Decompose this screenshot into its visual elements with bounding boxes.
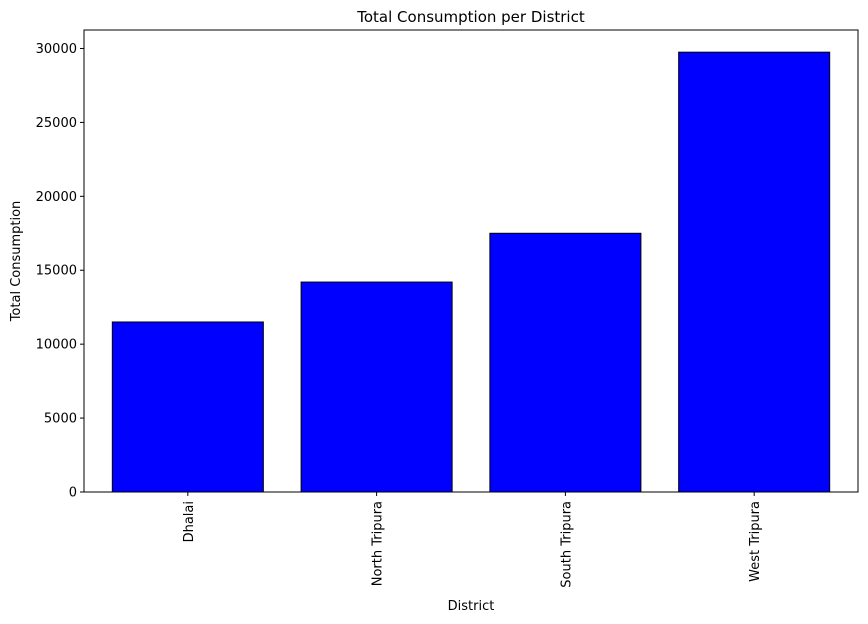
y-axis-ticks: 0 5000 10000 15000 20000 25000 30000 — [36, 42, 84, 501]
y-tick-label: 15000 — [36, 264, 77, 279]
plot-frame — [83, 29, 859, 493]
x-tick-label: Dhalai — [182, 501, 197, 542]
bar-south-tripura — [489, 232, 642, 493]
x-axis-label: District — [448, 599, 495, 614]
bar-north-tripura — [300, 281, 453, 493]
x-axis-ticks: Dhalai North Tripura South Tripura West Tri… — [182, 492, 763, 588]
bar-dhalai — [111, 321, 264, 493]
y-tick-label: 0 — [69, 486, 77, 501]
x-tick-label: South Tripura — [559, 501, 574, 588]
y-tick-label: 10000 — [36, 338, 77, 353]
bar-west-tripura — [678, 51, 831, 493]
y-tick-label: 30000 — [36, 42, 77, 57]
x-tick-label: North Tripura — [371, 501, 386, 586]
x-tick-label: West Tripura — [748, 501, 763, 582]
bars-group — [111, 51, 831, 493]
chart-title: Total Consumption per District — [356, 8, 585, 26]
y-tick-label: 5000 — [44, 412, 77, 427]
y-tick-label: 20000 — [36, 190, 77, 205]
y-axis-label: Total Consumption — [9, 201, 24, 323]
y-tick-label: 25000 — [36, 116, 77, 131]
